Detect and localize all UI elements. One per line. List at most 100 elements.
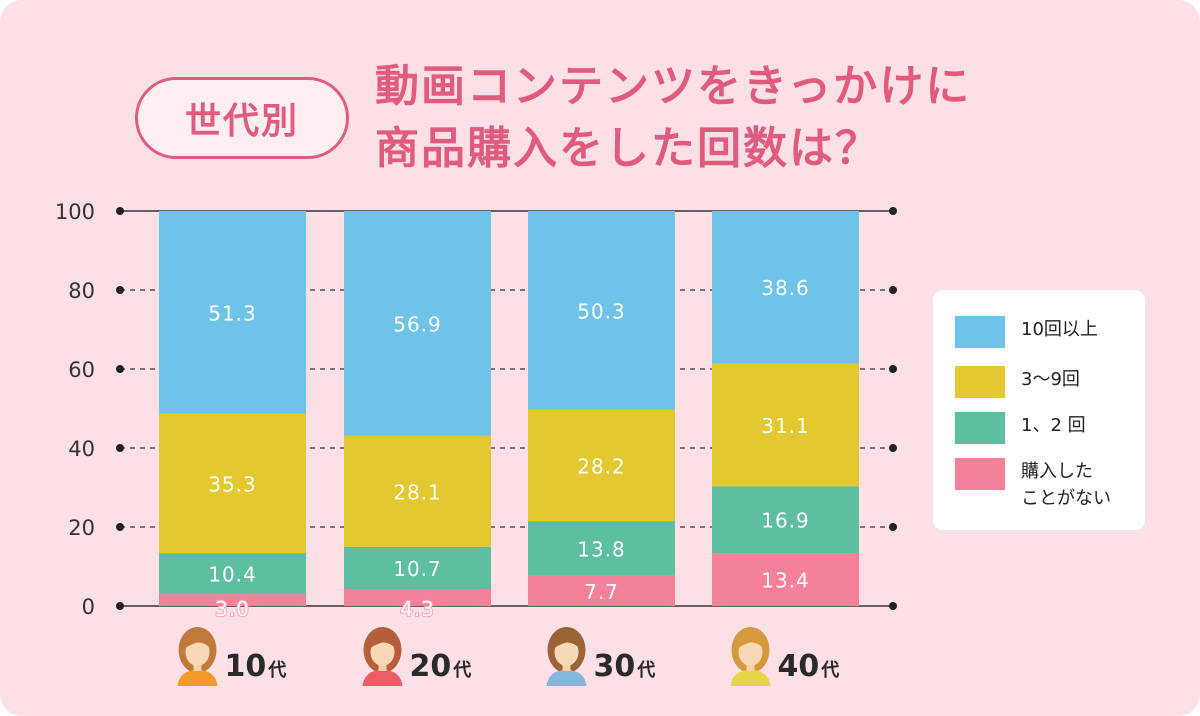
y-tick-label: 20 bbox=[68, 516, 95, 540]
data-label: 51.3 bbox=[208, 301, 257, 325]
tick-dot bbox=[889, 286, 897, 294]
legend: 10回以上 3～9回 1、2 回 購入した ことがない bbox=[933, 290, 1145, 530]
data-label: 28.1 bbox=[393, 480, 442, 504]
x-category-label: 10 代 bbox=[225, 649, 287, 684]
woman-avatar-icon bbox=[730, 627, 771, 686]
tick-dot bbox=[889, 444, 897, 452]
data-label: 3.0 bbox=[215, 597, 250, 621]
avatar-bangs bbox=[370, 635, 396, 648]
bar-one-two bbox=[344, 546, 491, 590]
avatar-shirt bbox=[730, 670, 771, 686]
avatar-neck bbox=[378, 662, 387, 671]
avatar-neck bbox=[562, 662, 571, 671]
tick-dot bbox=[116, 286, 124, 294]
data-label: 56.9 bbox=[393, 312, 442, 336]
data-label: 13.4 bbox=[761, 569, 810, 593]
category-tag: 世代別 bbox=[135, 77, 349, 159]
legend-label-1-2: 1、2 回 bbox=[1021, 415, 1086, 436]
data-label: 31.1 bbox=[761, 414, 810, 438]
avatar-neck bbox=[193, 662, 202, 671]
avatar-bangs bbox=[738, 635, 764, 648]
legend-item-3-9: 3～9回 bbox=[955, 366, 1121, 398]
avatar-shirt bbox=[546, 670, 587, 686]
y-tick-label: 60 bbox=[68, 358, 95, 382]
title-line-2: 商品購入をした回数は？ bbox=[375, 123, 881, 174]
category-suffix: 代 bbox=[267, 660, 286, 681]
data-label: 35.3 bbox=[208, 472, 257, 496]
category-number: 10 bbox=[225, 649, 267, 684]
bar-one-two bbox=[712, 486, 859, 554]
data-label: 10.7 bbox=[393, 557, 442, 581]
bar-never bbox=[159, 594, 306, 606]
avatar-bangs bbox=[185, 635, 211, 648]
title-line-1: 動画コンテンツをきっかけに bbox=[375, 61, 972, 112]
woman-avatar-icon bbox=[546, 627, 587, 686]
data-label: 16.9 bbox=[761, 509, 810, 533]
data-label: 4.3 bbox=[400, 597, 435, 621]
legend-label-never: 購入した ことがない bbox=[1021, 461, 1111, 509]
avatar-face bbox=[738, 638, 763, 666]
x-category-label: 40 代 bbox=[778, 649, 840, 684]
data-label: 38.6 bbox=[761, 276, 810, 300]
bar-ten-plus bbox=[344, 211, 491, 436]
data-label: 7.7 bbox=[584, 580, 619, 604]
x-category-label: 30 代 bbox=[594, 649, 656, 684]
avatar-face bbox=[185, 638, 210, 666]
tick-dot bbox=[116, 365, 124, 373]
bar-one-two bbox=[159, 553, 306, 595]
tick-dot bbox=[116, 523, 124, 531]
bar-three-nine bbox=[159, 413, 306, 554]
data-label: 13.8 bbox=[577, 537, 626, 561]
avatar-bangs bbox=[554, 635, 580, 648]
page-title: 動画コンテンツをきっかけに 商品購入をした回数は？ bbox=[375, 56, 1075, 180]
x-axis-categories: 10 代 20 代 30 代 40 代 bbox=[177, 627, 840, 686]
bar-ten-plus bbox=[528, 211, 675, 410]
y-tick-label: 0 bbox=[82, 595, 95, 619]
data-label: 10.4 bbox=[208, 563, 257, 587]
y-tick-label: 100 bbox=[55, 200, 95, 224]
tick-dot bbox=[889, 602, 897, 610]
bar-three-nine bbox=[344, 435, 491, 547]
bar-three-nine bbox=[712, 363, 859, 487]
legend-item-never: 購入した ことがない bbox=[955, 458, 1121, 512]
tick-dot bbox=[116, 602, 124, 610]
category-number: 40 bbox=[778, 649, 820, 684]
y-axis: 0 20 40 60 80 100 bbox=[55, 200, 897, 619]
data-label: 50.3 bbox=[577, 299, 626, 323]
bar-ten-plus bbox=[712, 211, 859, 364]
avatar-shirt bbox=[362, 670, 403, 686]
category-suffix: 代 bbox=[636, 660, 655, 681]
tick-dot bbox=[889, 207, 897, 215]
legend-label-3-9: 3～9回 bbox=[1021, 369, 1080, 390]
bar-ten-plus bbox=[159, 211, 306, 414]
bar-never bbox=[712, 553, 859, 606]
legend-label-10-plus: 10回以上 bbox=[1021, 319, 1098, 340]
legend-swatch-10-plus bbox=[955, 316, 1005, 348]
legend-swatch-never bbox=[955, 458, 1005, 490]
y-tick-label: 40 bbox=[68, 437, 95, 461]
tick-dot bbox=[889, 365, 897, 373]
tick-dot bbox=[116, 207, 124, 215]
woman-avatar-icon bbox=[177, 627, 218, 686]
category-number: 30 bbox=[594, 649, 636, 684]
data-label: 28.2 bbox=[577, 454, 626, 478]
legend-item-10-plus: 10回以上 bbox=[955, 316, 1121, 348]
legend-swatch-3-9 bbox=[955, 366, 1005, 398]
y-tick-label: 80 bbox=[68, 279, 95, 303]
legend-swatch-1-2 bbox=[955, 412, 1005, 444]
legend-item-1-2: 1、2 回 bbox=[955, 412, 1121, 444]
bar-never bbox=[344, 589, 491, 606]
tick-dot bbox=[116, 444, 124, 452]
avatar-face bbox=[370, 638, 395, 666]
bar-one-two bbox=[528, 521, 675, 576]
category-suffix: 代 bbox=[820, 660, 839, 681]
value-labels: 3.0 10.4 35.3 51.3 4.3 10.7 28.1 56.9 7.7 13.8 28.… bbox=[208, 276, 810, 622]
avatar-face bbox=[554, 638, 579, 666]
x-category-label: 20 代 bbox=[410, 649, 472, 684]
bar-three-nine bbox=[528, 409, 675, 522]
category-number: 20 bbox=[410, 649, 452, 684]
bars bbox=[159, 211, 859, 606]
bar-never bbox=[528, 575, 675, 606]
